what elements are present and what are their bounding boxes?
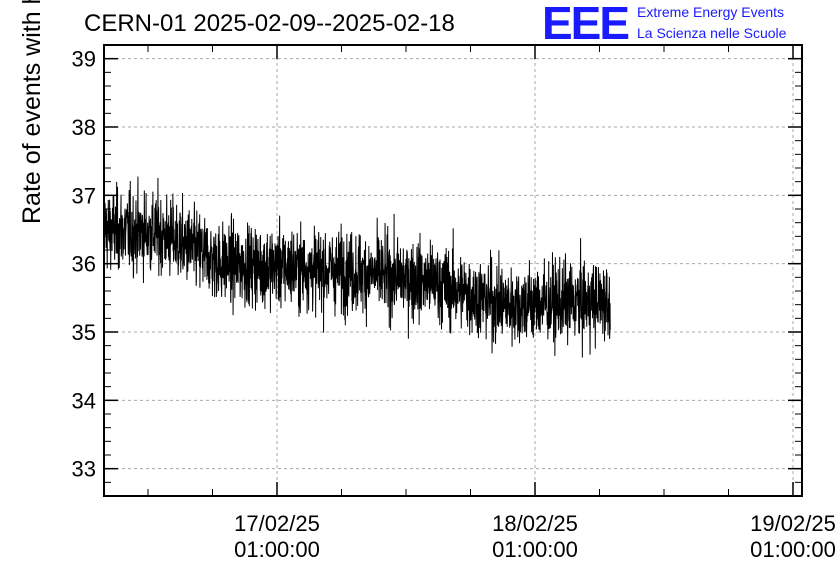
rate-series-line [104,176,611,358]
x-tick-date: 19/02/25 [750,511,836,536]
x-tick-date: 18/02/25 [492,511,578,536]
logo-line-2: La Scienza nelle Scuole [637,25,787,41]
y-tick-label: 38 [72,115,96,140]
logo-line-1: Extreme Energy Events [637,4,785,20]
plot-frame [103,44,803,497]
chart-title: CERN-01 2025-02-09--2025-02-18 [84,10,455,37]
y-tick-label: 34 [72,388,96,413]
x-tick-date: 17/02/25 [234,511,320,536]
x-axis: 17/02/2501:00:0018/02/2501:00:0019/02/25… [147,45,836,562]
x-tick-time: 01:00:00 [492,537,578,562]
y-axis-label: Rate of events with hits [Hz] [18,0,46,224]
x-tick-time: 01:00:00 [750,537,836,562]
x-tick-time: 01:00:00 [234,537,320,562]
y-tick-label: 35 [72,320,96,345]
y-axis: 33 34 35 36 37 38 39 [72,47,802,497]
y-tick-label: 36 [72,252,96,277]
data-series [104,176,611,358]
y-tick-label: 39 [72,47,96,72]
y-tick-label: 37 [72,183,96,208]
eee-logo: EEE [542,0,630,49]
y-tick-label: 33 [72,457,96,482]
